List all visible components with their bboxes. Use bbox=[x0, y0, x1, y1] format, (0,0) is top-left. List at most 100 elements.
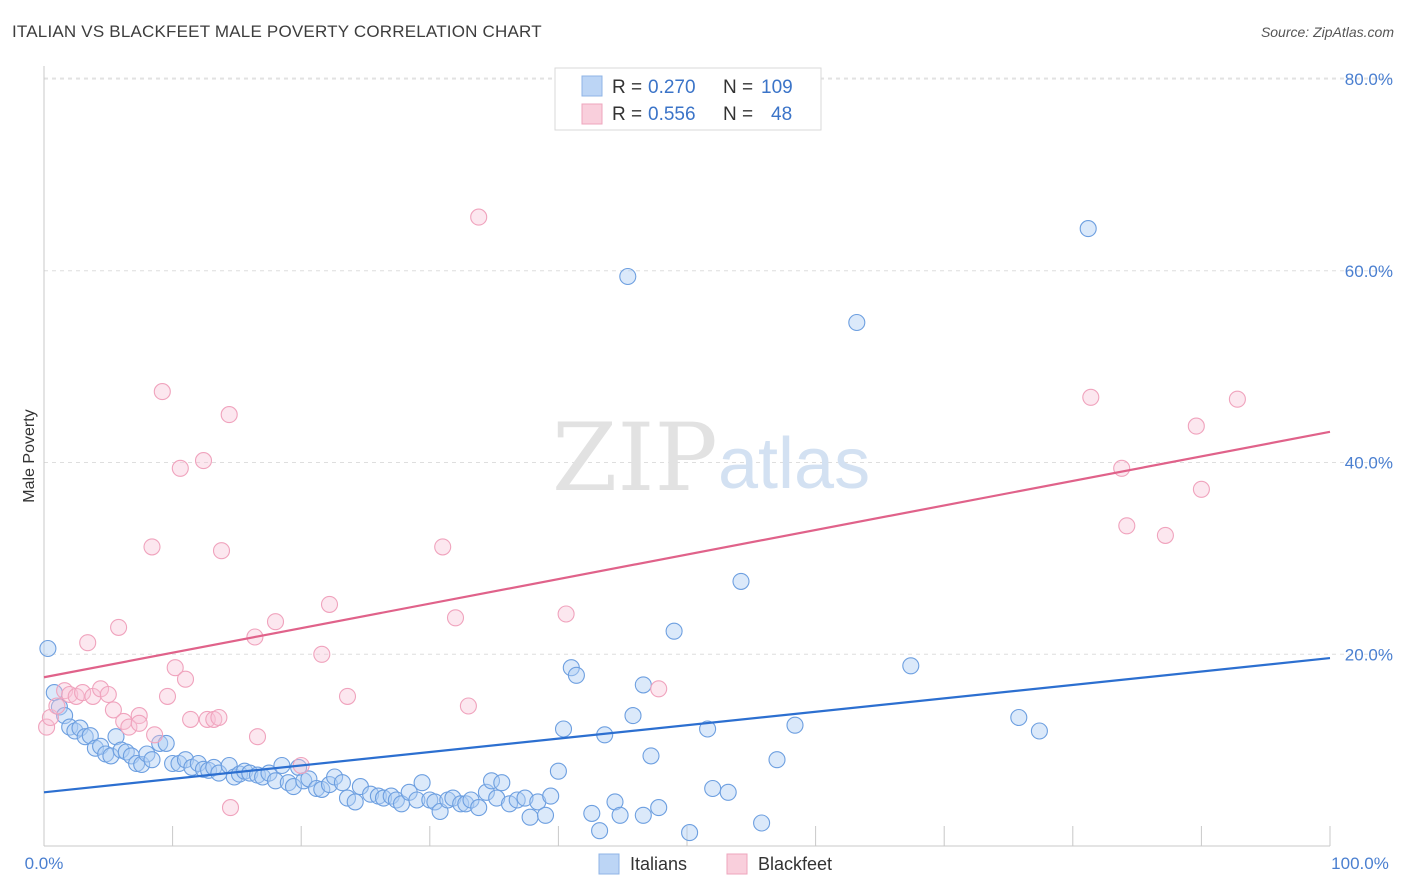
y-tick-label-80: 80.0% bbox=[1345, 70, 1393, 89]
point-italians-84 bbox=[549, 762, 567, 780]
chart-title: ITALIAN VS BLACKFEET MALE POVERTY CORREL… bbox=[12, 22, 542, 41]
correlation-legend: R = 0.270 N = 109 R = 0.556 N = 48 bbox=[554, 67, 822, 131]
legend-r-label-blackfeet: R = bbox=[612, 104, 642, 125]
point-blackfeet-43 bbox=[557, 605, 575, 623]
point-blackfeet-36 bbox=[313, 645, 331, 663]
watermark-zip: ZIP bbox=[552, 404, 718, 513]
point-italians-47 bbox=[308, 779, 326, 798]
point-blackfeet-34 bbox=[266, 613, 285, 631]
point-blackfeet-41 bbox=[459, 697, 477, 715]
legend-n-label-italians: N = bbox=[723, 77, 753, 98]
x-axis-ticks bbox=[43, 826, 1331, 846]
point-italians-93 bbox=[619, 267, 637, 286]
point-italians-7 bbox=[76, 728, 94, 746]
point-italians-76 bbox=[493, 774, 511, 792]
point-italians-40 bbox=[266, 772, 285, 790]
y-tick-label-40: 40.0% bbox=[1345, 454, 1393, 473]
legend-r-value-italians: 0.270 bbox=[648, 77, 696, 98]
point-blackfeet-25 bbox=[194, 452, 213, 470]
point-blackfeet-37 bbox=[320, 595, 339, 613]
trend-line-blackfeet bbox=[43, 430, 1331, 679]
point-italians-69 bbox=[452, 795, 470, 813]
point-blackfeet-14 bbox=[120, 718, 138, 736]
point-italians-95 bbox=[634, 676, 652, 694]
grid-lines bbox=[44, 77, 1392, 655]
point-blackfeet-28 bbox=[210, 708, 228, 727]
point-italians-106 bbox=[768, 751, 786, 769]
legend-n-value-blackfeet: 48 bbox=[771, 104, 792, 125]
y-tick-label-20: 20.0% bbox=[1345, 645, 1393, 664]
legend-n-label-blackfeet: N = bbox=[723, 104, 753, 125]
point-blackfeet-7 bbox=[79, 634, 97, 652]
point-italians-91 bbox=[606, 793, 624, 811]
y-tick-label-60: 60.0% bbox=[1345, 262, 1393, 281]
point-blackfeet-45 bbox=[1082, 388, 1100, 406]
point-italians-109 bbox=[902, 657, 920, 675]
legend-n-value-italians: 109 bbox=[761, 77, 793, 98]
legend-r-value-blackfeet: 0.556 bbox=[648, 104, 696, 125]
point-blackfeet-23 bbox=[176, 670, 195, 688]
y-tick-labels: 20.0% 40.0% 60.0% 80.0% bbox=[1345, 70, 1393, 664]
point-blackfeet-17 bbox=[143, 538, 161, 556]
data-points bbox=[38, 208, 1246, 842]
point-italians-20 bbox=[143, 751, 161, 769]
point-blackfeet-18 bbox=[146, 726, 164, 744]
point-italians-98 bbox=[650, 799, 668, 817]
point-blackfeet-19 bbox=[153, 383, 171, 401]
point-blackfeet-29 bbox=[212, 542, 231, 560]
point-italians-72 bbox=[470, 799, 488, 817]
point-blackfeet-12 bbox=[110, 618, 128, 636]
point-blackfeet-31 bbox=[221, 799, 240, 817]
point-italians-99 bbox=[665, 622, 683, 640]
point-blackfeet-16 bbox=[130, 714, 148, 732]
x-tick-label-min: 0.0% bbox=[25, 854, 64, 873]
point-italians-87 bbox=[567, 666, 585, 684]
point-italians-23 bbox=[164, 754, 182, 773]
point-blackfeet-6 bbox=[74, 684, 92, 702]
point-blackfeet-39 bbox=[434, 538, 452, 556]
point-italians-53 bbox=[346, 793, 364, 811]
point-italians-110 bbox=[1010, 708, 1028, 727]
point-blackfeet-33 bbox=[248, 728, 267, 746]
point-italians-89 bbox=[591, 822, 609, 840]
series-legend-swatch-italians bbox=[598, 853, 620, 875]
point-italians-104 bbox=[732, 572, 750, 590]
point-blackfeet-4 bbox=[61, 685, 79, 704]
point-italians-52 bbox=[338, 789, 357, 807]
series-legend-label-blackfeet: Blackfeet bbox=[758, 854, 832, 874]
point-italians-77 bbox=[500, 795, 519, 813]
point-blackfeet-10 bbox=[99, 685, 117, 704]
point-italians-5 bbox=[66, 722, 84, 740]
chart-source: Source: ZipAtlas.com bbox=[1260, 24, 1394, 40]
point-blackfeet-30 bbox=[220, 406, 238, 424]
trend-lines bbox=[43, 430, 1331, 794]
point-italians-103 bbox=[719, 783, 737, 801]
point-italians-94 bbox=[624, 707, 642, 725]
point-blackfeet-22 bbox=[171, 459, 189, 477]
point-blackfeet-24 bbox=[182, 710, 200, 728]
point-italians-108 bbox=[848, 313, 866, 332]
point-italians-102 bbox=[704, 779, 722, 798]
point-italians-18 bbox=[133, 755, 151, 774]
point-italians-88 bbox=[583, 804, 601, 822]
point-italians-79 bbox=[516, 789, 534, 807]
point-italians-74 bbox=[482, 772, 501, 790]
point-italians-82 bbox=[536, 806, 555, 824]
point-blackfeet-49 bbox=[1187, 417, 1205, 435]
point-italians-112 bbox=[1079, 220, 1097, 238]
point-italians-83 bbox=[542, 787, 560, 805]
point-italians-92 bbox=[611, 806, 629, 824]
point-blackfeet-20 bbox=[158, 687, 177, 705]
series-legend: Italians Blackfeet bbox=[598, 853, 832, 875]
point-italians-111 bbox=[1030, 722, 1048, 740]
point-blackfeet-21 bbox=[166, 659, 184, 677]
series-legend-swatch-blackfeet bbox=[726, 853, 748, 875]
point-blackfeet-51 bbox=[1228, 390, 1246, 408]
point-italians-21 bbox=[151, 734, 169, 752]
point-blackfeet-44 bbox=[650, 680, 668, 698]
trend-line-italians bbox=[43, 656, 1331, 794]
point-italians-62 bbox=[408, 791, 426, 809]
point-italians-75 bbox=[488, 789, 506, 807]
point-italians-22 bbox=[157, 734, 175, 752]
legend-swatch-italians bbox=[581, 75, 603, 97]
